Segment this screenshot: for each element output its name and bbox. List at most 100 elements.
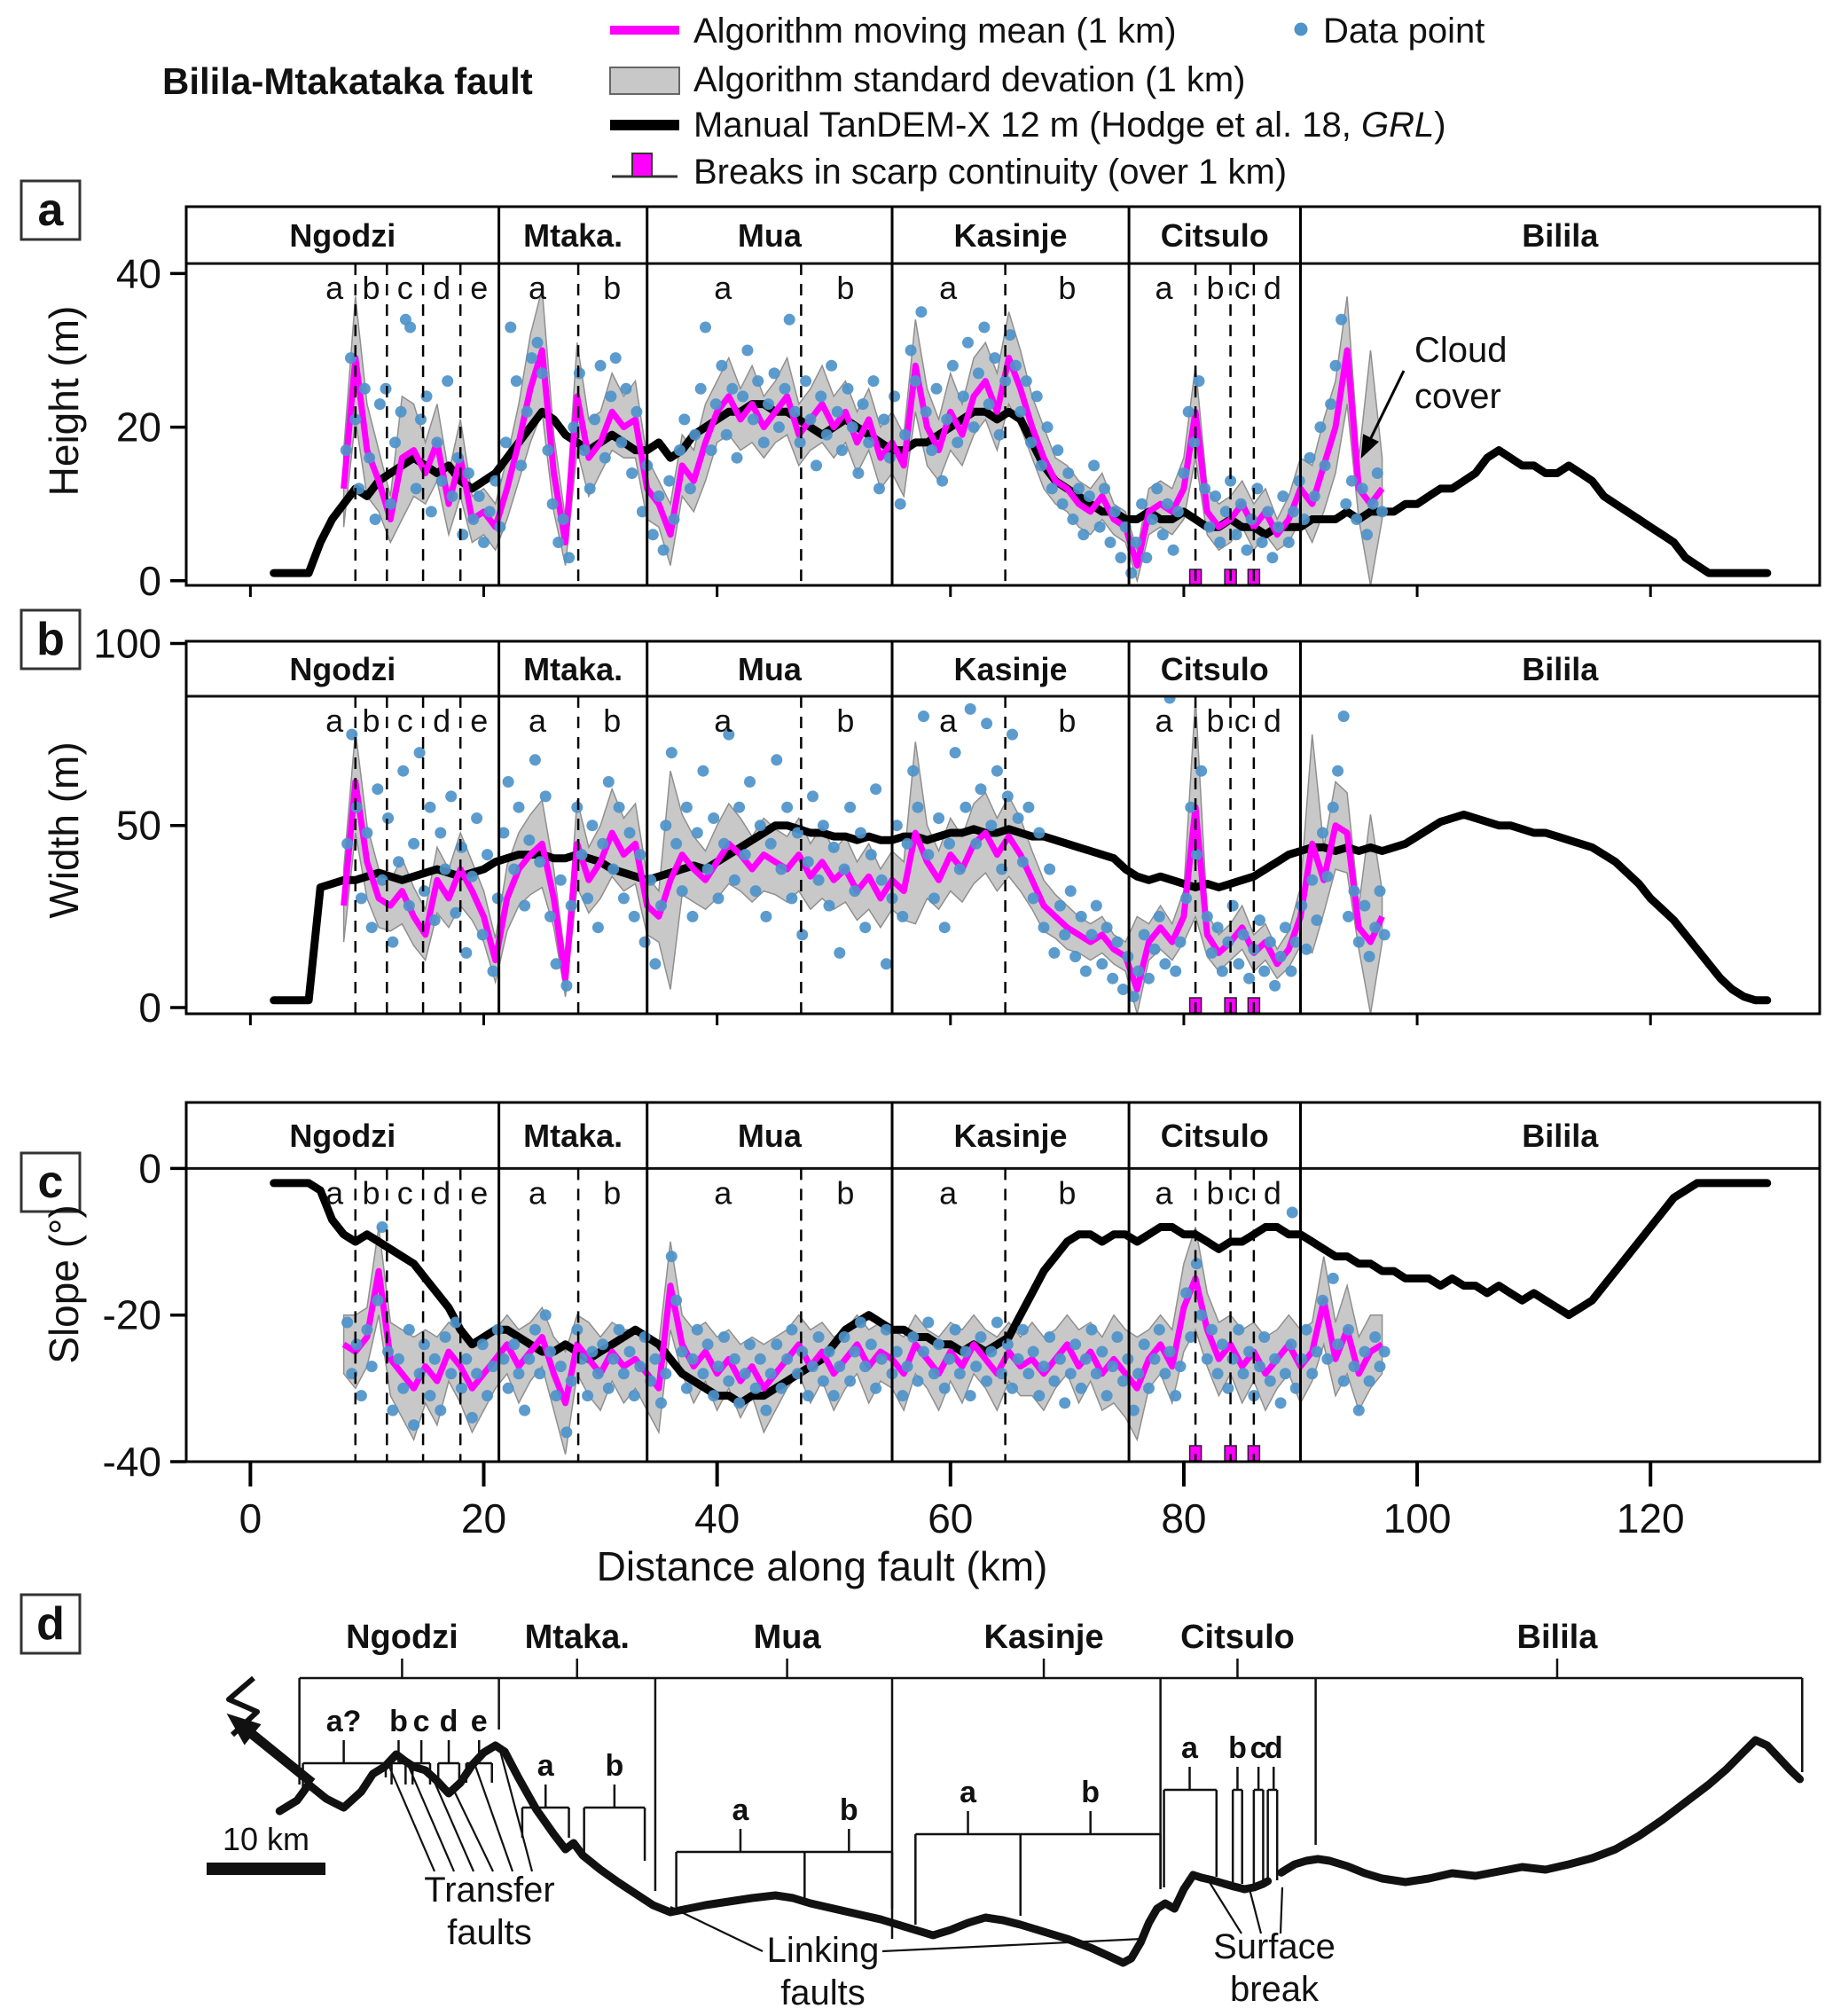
data-point <box>1030 390 1043 403</box>
segment-name: Mtaka. <box>523 217 623 254</box>
data-point <box>638 1331 651 1343</box>
y-tick-label: 50 <box>116 803 161 849</box>
subsegment-label: a <box>325 270 344 306</box>
data-point <box>930 382 943 395</box>
data-point <box>534 1368 546 1380</box>
data-point <box>1206 1323 1218 1336</box>
data-point <box>962 336 974 349</box>
data-point <box>1337 1375 1350 1387</box>
data-point <box>1180 1287 1193 1299</box>
data-point <box>393 856 404 868</box>
data-point <box>341 837 354 850</box>
data-point <box>1378 929 1390 941</box>
data-point <box>415 413 427 426</box>
data-point <box>605 390 617 403</box>
data-point <box>665 747 678 759</box>
y-axis-title-slope: Slope (°) <box>41 1204 87 1363</box>
data-point <box>404 321 417 333</box>
data-point <box>680 801 693 813</box>
data-point <box>1269 979 1281 992</box>
data-point <box>1153 910 1165 922</box>
data-point <box>1314 421 1327 434</box>
subsegment-label: b <box>836 270 854 306</box>
data-point <box>395 405 407 418</box>
data-point <box>760 1404 772 1416</box>
data-point <box>471 812 483 824</box>
data-point <box>1101 1390 1113 1402</box>
data-point <box>1378 1345 1390 1358</box>
data-point <box>607 863 620 875</box>
data-point <box>431 436 443 449</box>
segment-name: Mua <box>738 217 803 254</box>
data-point <box>389 436 401 449</box>
data-point <box>764 837 777 850</box>
data-point <box>897 1390 909 1402</box>
data-point <box>946 359 959 372</box>
y-tick-label: -40 <box>103 1439 161 1485</box>
data-point <box>907 765 920 777</box>
data-point <box>949 747 961 759</box>
data-point <box>607 1353 620 1365</box>
data-point <box>1035 459 1047 472</box>
data-point <box>1069 951 1082 962</box>
data-point <box>526 352 537 365</box>
data-point <box>1289 1382 1302 1394</box>
data-point <box>928 892 940 905</box>
data-point <box>812 874 825 886</box>
data-point <box>1203 521 1216 533</box>
data-point <box>482 849 493 861</box>
data-point <box>589 413 600 426</box>
data-point <box>701 1338 714 1351</box>
plot-border <box>184 1101 1821 1463</box>
data-point <box>918 710 929 723</box>
data-point <box>649 1353 662 1365</box>
segment-name: Mua <box>738 651 803 687</box>
data-point <box>1153 1323 1165 1336</box>
map-subsegment-label: b <box>389 1705 408 1738</box>
data-point <box>731 451 743 464</box>
data-point <box>513 801 525 813</box>
panel-b-label: b <box>20 608 82 671</box>
data-point <box>544 1345 556 1358</box>
data-point <box>1004 329 1016 341</box>
data-point <box>373 398 386 411</box>
data-point <box>1073 482 1085 495</box>
data-point <box>857 398 869 411</box>
data-point <box>1351 514 1363 525</box>
data-point <box>1132 965 1145 977</box>
data-point <box>796 929 809 941</box>
data-point <box>565 899 577 912</box>
data-point <box>835 444 848 457</box>
data-point <box>1282 537 1295 548</box>
subsegment-label: b <box>1206 702 1224 739</box>
data-point <box>873 482 885 495</box>
segment-name: Mtaka. <box>523 651 623 687</box>
data-point <box>739 849 751 861</box>
data-point <box>655 1397 667 1409</box>
subsegment-label: b <box>1058 702 1076 739</box>
fault-trace <box>275 1741 1206 1967</box>
data-point <box>1201 910 1213 922</box>
data-point <box>1374 885 1386 898</box>
data-point <box>1369 1331 1382 1343</box>
data-point <box>554 874 567 886</box>
data-point <box>1174 936 1187 948</box>
data-point <box>752 375 764 388</box>
data-point <box>1343 1323 1354 1336</box>
surface-break-annotation: Surface break <box>1205 1876 1336 2009</box>
data-point <box>771 1338 783 1351</box>
data-point <box>953 863 966 875</box>
data-point <box>1143 972 1155 984</box>
segment-name: Mua <box>738 1118 803 1154</box>
data-point <box>497 827 510 839</box>
legend-std-label: Algorithm standard devation (1 km) <box>693 60 1246 99</box>
data-point <box>938 1382 951 1394</box>
subsegment-label: e <box>470 270 488 306</box>
data-point <box>668 514 680 525</box>
data-point <box>1317 827 1328 839</box>
data-point <box>1075 1382 1087 1394</box>
map-subsegment-label: b <box>840 1793 858 1827</box>
data-point <box>697 1368 709 1380</box>
legend: Algorithm moving mean (1 km) Data point … <box>609 12 1484 192</box>
data-point <box>694 382 707 395</box>
